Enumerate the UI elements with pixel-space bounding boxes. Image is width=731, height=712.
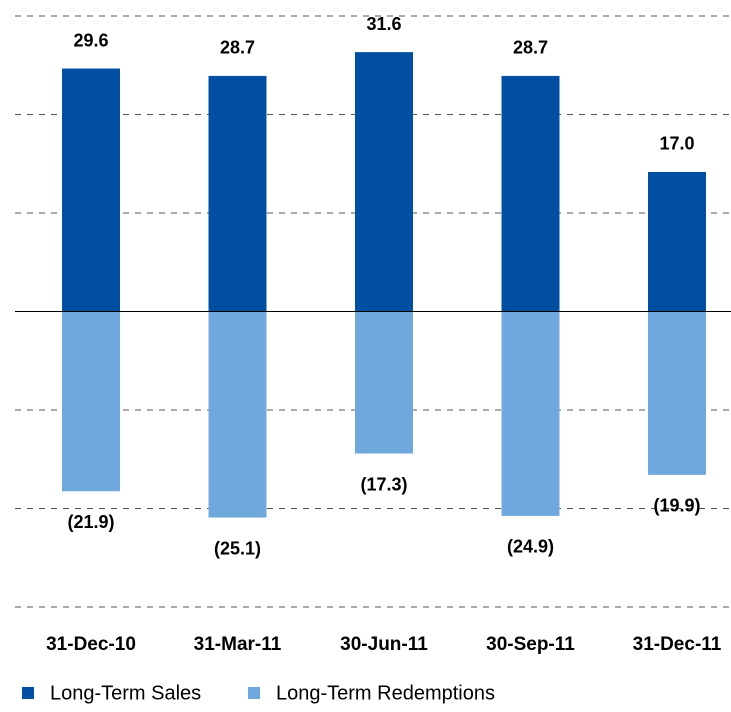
value-label: (17.3) [360, 474, 407, 494]
bar [501, 311, 560, 516]
bar [208, 311, 267, 518]
bar [208, 75, 267, 312]
x-tick-label: 30-Jun-11 [340, 634, 428, 655]
bar [62, 311, 120, 492]
value-label: (19.9) [653, 496, 700, 516]
legend-label: Long-Term Redemptions [276, 682, 495, 704]
bar [355, 52, 413, 312]
x-tick-label: 31-Mar-11 [194, 634, 282, 655]
value-label: (24.9) [507, 537, 554, 557]
x-tick-label: 30-Sep-11 [486, 634, 575, 655]
bar [501, 75, 560, 312]
legend-label: Long-Term Sales [50, 682, 201, 704]
bar [355, 311, 413, 454]
bar [62, 68, 120, 312]
value-label: 17.0 [659, 134, 694, 154]
legend-swatch [248, 687, 260, 699]
legend-swatch [22, 687, 34, 699]
value-label: (21.9) [67, 512, 114, 532]
value-label: 28.7 [513, 38, 548, 58]
value-label: (25.1) [214, 538, 261, 558]
value-label: 28.7 [220, 38, 255, 58]
bar [648, 171, 706, 312]
value-label: 29.6 [73, 30, 108, 50]
value-label: 31.6 [366, 14, 401, 34]
bar [648, 311, 706, 475]
x-tick-label: 31-Dec-11 [633, 634, 722, 655]
x-tick-label: 31-Dec-10 [46, 634, 136, 655]
